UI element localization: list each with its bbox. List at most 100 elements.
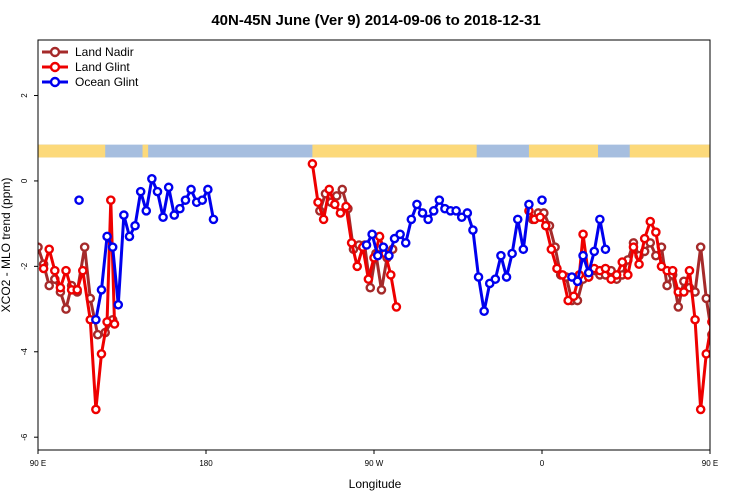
legend-item-ocean-glint: Ocean Glint xyxy=(42,75,139,89)
series-line xyxy=(527,210,710,411)
data-point xyxy=(639,233,650,244)
data-point xyxy=(106,195,116,205)
data-point xyxy=(617,257,628,267)
data-point xyxy=(707,317,710,327)
data-point xyxy=(462,208,473,218)
data-point xyxy=(512,214,523,225)
data-point xyxy=(712,197,719,204)
data-point xyxy=(684,265,695,276)
chart-title: 40N-45N June (Ver 9) 2014-09-06 to 2018-… xyxy=(211,12,540,29)
data-point xyxy=(634,259,644,270)
data-point xyxy=(367,229,377,240)
series-line xyxy=(94,177,215,321)
data-point xyxy=(102,317,112,327)
data-point xyxy=(673,302,684,312)
series-land-glint xyxy=(38,159,723,415)
data-point xyxy=(324,184,335,195)
y-tick-label: -4 xyxy=(20,348,29,356)
y-axis: 2 0 -2 -4 -6 xyxy=(20,93,38,441)
data-point xyxy=(109,319,120,329)
data-point xyxy=(331,191,342,201)
data-point xyxy=(135,186,146,197)
data-point xyxy=(428,206,439,216)
data-point xyxy=(434,195,445,205)
data-point xyxy=(361,240,372,250)
data-point xyxy=(578,250,588,261)
data-point xyxy=(473,272,484,282)
data-point xyxy=(130,220,140,231)
data-point xyxy=(197,195,208,205)
data-point xyxy=(79,242,90,252)
data-point xyxy=(318,214,329,225)
data-point xyxy=(363,274,374,284)
data-point xyxy=(714,329,721,336)
data-point xyxy=(400,238,411,248)
data-point xyxy=(479,306,489,316)
data-point xyxy=(716,320,723,327)
land-band xyxy=(528,144,598,158)
data-point xyxy=(662,280,672,291)
data-point xyxy=(44,244,55,255)
data-point xyxy=(335,208,346,218)
x-axis: 90 E 180 90 W 0 90 E xyxy=(30,450,718,468)
data-point xyxy=(102,231,112,242)
data-point xyxy=(96,349,107,359)
data-point xyxy=(651,227,661,237)
y-tick-label: 2 xyxy=(20,93,29,98)
data-point xyxy=(313,197,323,208)
data-point xyxy=(695,242,706,252)
data-point xyxy=(600,244,611,255)
legend-label: Land Glint xyxy=(75,60,130,74)
data-point xyxy=(572,276,583,287)
y-axis-label: XCO2 - MLO trend (ppm) xyxy=(0,178,13,313)
data-point xyxy=(141,206,152,216)
y-tick-label: -6 xyxy=(20,433,29,441)
data-point xyxy=(695,404,706,415)
data-point xyxy=(55,282,66,293)
x-tick-label: 90 W xyxy=(365,459,384,468)
data-point xyxy=(701,293,710,304)
legend-label: Ocean Glint xyxy=(75,75,139,89)
data-point xyxy=(378,242,389,252)
data-point xyxy=(719,316,726,323)
data-point xyxy=(352,261,363,272)
data-point xyxy=(417,208,428,218)
data-point xyxy=(374,231,385,242)
data-point xyxy=(44,280,55,291)
y-tick-label: 0 xyxy=(20,178,29,183)
data-point xyxy=(186,184,196,195)
x-tick-label: 90 E xyxy=(702,459,718,468)
data-point xyxy=(679,287,689,297)
legend-item-land-nadir: Land Nadir xyxy=(42,45,134,59)
data-point xyxy=(412,199,422,210)
series-layer xyxy=(38,159,726,415)
data-point xyxy=(107,242,118,252)
data-point xyxy=(78,265,88,276)
data-point xyxy=(552,263,562,274)
data-point xyxy=(175,203,185,214)
data-point xyxy=(113,299,124,310)
data-point xyxy=(307,159,318,169)
data-point xyxy=(124,231,135,242)
legend-item-land-glint: Land Glint xyxy=(42,60,130,74)
data-point xyxy=(385,270,396,280)
data-point xyxy=(61,265,71,276)
data-point xyxy=(203,184,213,195)
data-point xyxy=(346,238,357,248)
data-point xyxy=(163,182,174,193)
data-point xyxy=(423,214,433,225)
data-point xyxy=(600,263,611,274)
data-point xyxy=(152,186,163,197)
x-tick-label: 180 xyxy=(199,459,213,468)
data-point xyxy=(406,214,417,225)
data-point xyxy=(451,206,461,216)
data-point xyxy=(578,229,588,240)
data-point xyxy=(490,274,501,284)
data-point xyxy=(623,270,633,280)
y-tick-label: -2 xyxy=(20,262,29,270)
data-point xyxy=(384,250,394,261)
data-point xyxy=(546,244,557,255)
data-point xyxy=(91,314,101,325)
data-point xyxy=(341,201,351,212)
